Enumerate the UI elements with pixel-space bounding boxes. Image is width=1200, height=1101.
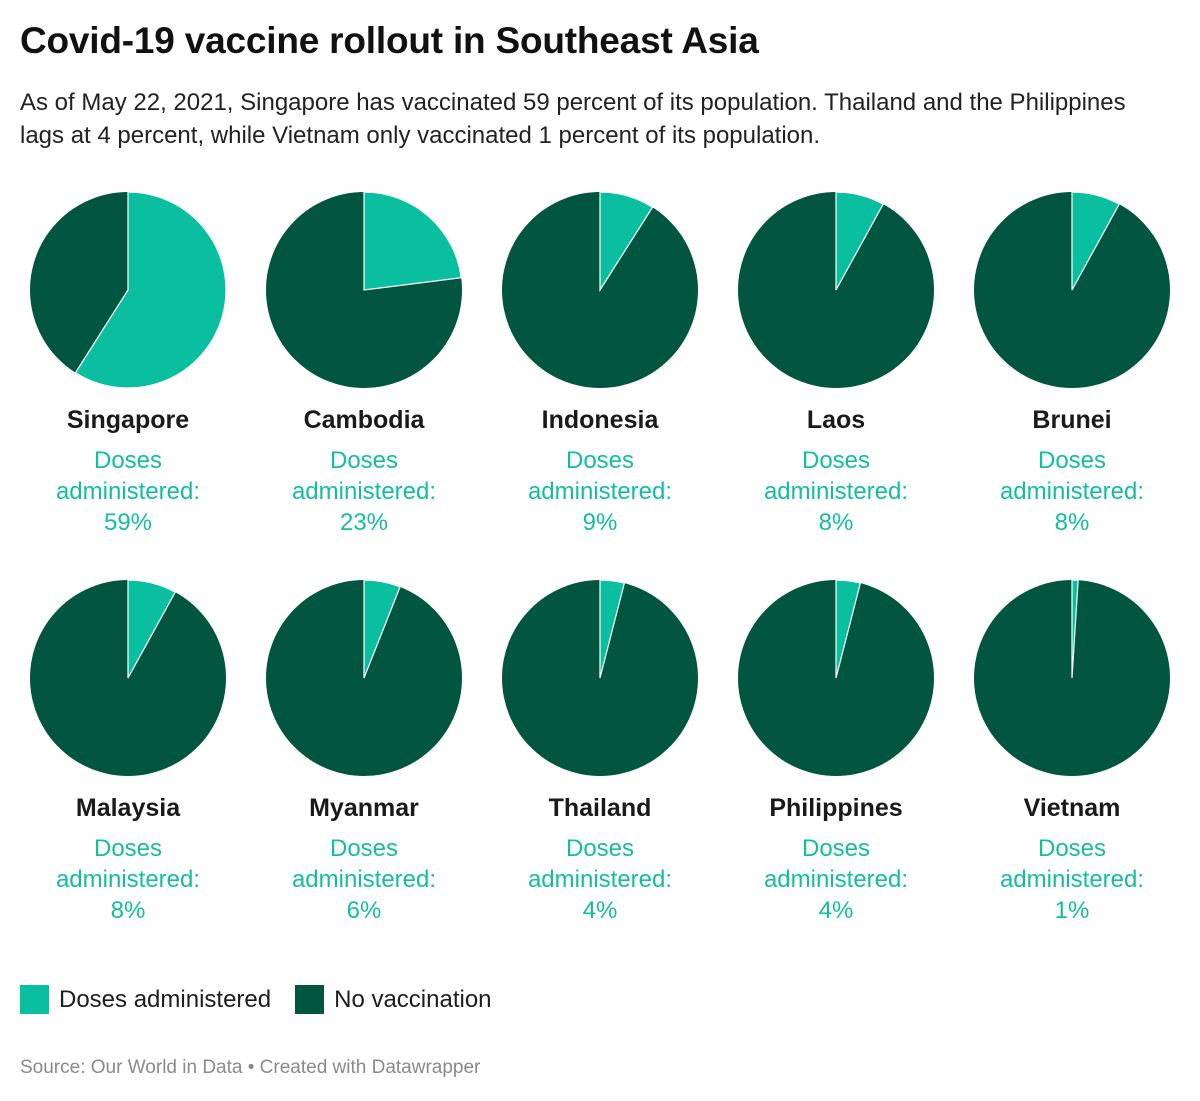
legend: Doses administered No vaccination [20, 985, 516, 1014]
metric-value: 6% [346, 897, 382, 924]
pie-chart-vietnam [974, 579, 1170, 776]
country-label: Laos [806, 406, 866, 434]
source-note: Source: Our World in Data • Created with… [20, 1057, 481, 1078]
doses-data-label: Doses administered: 4% [500, 833, 700, 926]
country-label: Thailand [548, 794, 652, 822]
pie-cell-myanmar: Myanmar Doses administered: 6% [246, 578, 482, 966]
pie-slice-doses [835, 191, 885, 291]
metric-label-line1: Doses [801, 835, 871, 862]
metric-label-line1: Doses [329, 447, 399, 474]
country-label: Philippines [769, 794, 903, 822]
metric-label-line1: Doses [1037, 835, 1107, 862]
pie-cell-singapore: Singapore Doses administered: 59% [10, 190, 246, 578]
pie-chart-indonesia [502, 191, 698, 388]
pie-slice-doses [127, 579, 177, 679]
metric-label-line2: administered: [291, 866, 437, 893]
doses-data-label: Doses administered: 8% [736, 445, 936, 538]
doses-data-label: Doses administered: 8% [972, 445, 1172, 538]
country-label: Indonesia [541, 406, 659, 434]
metric-label-line2: administered: [527, 866, 673, 893]
metric-label-line1: Doses [565, 835, 635, 862]
pie-slice-doses [363, 579, 401, 679]
pie-cell-thailand: Thailand Doses administered: 4% [482, 578, 718, 966]
pie-cell-laos: Laos Doses administered: 8% [718, 190, 954, 578]
pie-row-2: Malaysia Doses administered: 8% Myanmar Doses… [10, 578, 1190, 966]
pie-slice-doses [363, 191, 462, 291]
pie-row-1: Singapore Doses administered: 59% Cambodia Do… [10, 190, 1190, 578]
country-label: Myanmar [309, 794, 419, 822]
pie-chart-myanmar [266, 579, 462, 776]
metric-label-line1: Doses [93, 447, 163, 474]
pie-grid: Singapore Doses administered: 59% Cambodia Do… [10, 190, 1190, 966]
country-label: Vietnam [1023, 794, 1121, 822]
metric-value: 8% [818, 509, 854, 536]
metric-label-line1: Doses [93, 835, 163, 862]
metric-value: 9% [582, 509, 618, 536]
pie-chart-malaysia [30, 579, 226, 776]
doses-data-label: Doses administered: 6% [264, 833, 464, 926]
metric-value: 1% [1054, 897, 1090, 924]
pie-slice-doses [1071, 191, 1121, 291]
country-label: Brunei [1032, 406, 1112, 434]
doses-data-label: Doses administered: 9% [500, 445, 700, 538]
pie-cell-vietnam: Vietnam Doses administered: 1% [954, 578, 1190, 966]
metric-value: 59% [103, 509, 153, 536]
legend-item-no-vaccination: No vaccination [295, 985, 492, 1014]
metric-value: 4% [582, 897, 618, 924]
doses-data-label: Doses administered: 1% [972, 833, 1172, 926]
metric-value: 4% [818, 897, 854, 924]
doses-data-label: Doses administered: 59% [28, 445, 228, 538]
pie-chart-philippines [738, 579, 934, 776]
pie-slice-doses [835, 579, 862, 679]
metric-label-line2: administered: [527, 478, 673, 505]
pie-cell-philippines: Philippines Doses administered: 4% [718, 578, 954, 966]
metric-label-line1: Doses [1037, 447, 1107, 474]
metric-label-line1: Doses [329, 835, 399, 862]
legend-item-doses: Doses administered [20, 985, 271, 1014]
pie-slice-doses [599, 579, 626, 679]
pie-chart-cambodia [266, 191, 462, 388]
country-label: Singapore [66, 406, 190, 434]
metric-label-line1: Doses [565, 447, 635, 474]
metric-label-line2: administered: [763, 866, 909, 893]
metric-label-line2: administered: [291, 478, 437, 505]
pie-chart-laos [738, 191, 934, 388]
pie-chart-brunei [974, 191, 1170, 388]
pie-cell-malaysia: Malaysia Doses administered: 8% [10, 578, 246, 966]
pie-slice-doses [599, 191, 654, 293]
pie-cell-brunei: Brunei Doses administered: 8% [954, 190, 1190, 578]
country-label: Malaysia [75, 794, 181, 822]
chart-subtitle: As of May 22, 2021, Singapore has vaccin… [20, 89, 1126, 149]
doses-data-label: Doses administered: 4% [736, 833, 936, 926]
legend-label-doses: Doses administered [59, 985, 272, 1013]
pie-slice-doses [1071, 579, 1079, 679]
metric-label-line2: administered: [763, 478, 909, 505]
metric-value: 23% [339, 509, 389, 536]
doses-data-label: Doses administered: 23% [264, 445, 464, 538]
metric-label-line2: administered: [55, 478, 201, 505]
legend-swatch-no-vaccination [295, 985, 325, 1014]
pie-chart-singapore [30, 191, 227, 389]
chart-title: Covid-19 vaccine rollout in Southeast As… [20, 20, 759, 61]
metric-label-line2: administered: [999, 478, 1145, 505]
metric-label-line1: Doses [801, 447, 871, 474]
country-label: Cambodia [303, 406, 425, 434]
pie-cell-cambodia: Cambodia Doses administered: 23% [246, 190, 482, 578]
pie-slice-doses [74, 191, 227, 389]
pie-cell-indonesia: Indonesia Doses administered: 9% [482, 190, 718, 578]
legend-label-no-vaccination: No vaccination [334, 985, 492, 1013]
metric-value: 8% [110, 897, 146, 924]
doses-data-label: Doses administered: 8% [28, 833, 228, 926]
metric-value: 8% [1054, 509, 1090, 536]
legend-swatch-doses [20, 985, 49, 1014]
metric-label-line2: administered: [55, 866, 201, 893]
pie-chart-thailand [502, 579, 698, 776]
metric-label-line2: administered: [999, 866, 1145, 893]
